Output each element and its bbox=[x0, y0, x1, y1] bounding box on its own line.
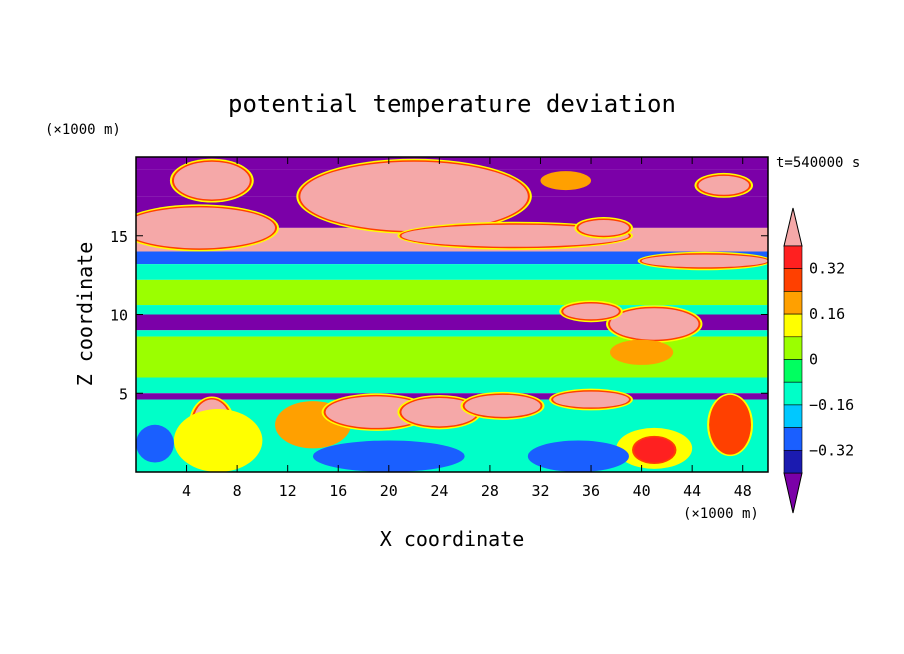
contour-feature bbox=[136, 424, 174, 463]
contour-feature bbox=[401, 224, 629, 247]
contour-feature bbox=[698, 175, 750, 195]
contour-band bbox=[136, 305, 768, 315]
colorbar-tick-label: 0.16 bbox=[809, 305, 845, 323]
colorbar-swatch bbox=[783, 381, 803, 406]
contour-feature bbox=[464, 394, 541, 417]
contour-feature bbox=[610, 339, 674, 365]
x-tick-label: 40 bbox=[633, 482, 651, 500]
contour-band bbox=[136, 336, 768, 378]
y-axis-label: Z coordinate bbox=[73, 242, 97, 387]
x-tick-label: 4 bbox=[182, 482, 191, 500]
colorbar-tick-label: 0 bbox=[809, 351, 818, 369]
colorbar-extend-high bbox=[783, 207, 803, 247]
y-tick-label: 10 bbox=[110, 307, 128, 325]
contour-feature bbox=[325, 396, 427, 428]
contour-band bbox=[136, 279, 768, 306]
colorbar-swatch bbox=[783, 449, 803, 474]
colorbar-extend-low bbox=[783, 472, 803, 514]
y-axis: 5 10 15 bbox=[110, 228, 768, 403]
y-unit-label: (×1000 m) bbox=[45, 122, 121, 138]
contour-band bbox=[136, 251, 768, 265]
contour-feature bbox=[578, 220, 629, 236]
contour-band bbox=[136, 264, 768, 280]
colorbar-swatch bbox=[783, 268, 803, 292]
contour-feature bbox=[563, 303, 619, 320]
y-tick-label: 5 bbox=[119, 385, 128, 403]
contour-feature bbox=[136, 207, 276, 249]
x-tick-label: 48 bbox=[734, 482, 752, 500]
colorbar: 0.32 0.16 0 −0.16 −0.32 bbox=[783, 207, 854, 514]
colorbar-swatch bbox=[783, 291, 803, 315]
colorbar-swatch bbox=[783, 427, 803, 451]
time-label: t=540000 s bbox=[776, 155, 860, 171]
contour-feature bbox=[173, 161, 250, 200]
x-axis: 4 8 12 16 20 24 28 32 36 40 44 48 bbox=[182, 157, 752, 500]
contour-feature bbox=[312, 440, 465, 472]
colorbar-swatch bbox=[783, 336, 803, 360]
x-tick-label: 24 bbox=[430, 482, 448, 500]
x-tick-label: 20 bbox=[380, 482, 398, 500]
colorbar-tick-label: 0.32 bbox=[809, 260, 845, 278]
contour-feature bbox=[553, 391, 629, 408]
x-tick-label: 12 bbox=[279, 482, 297, 500]
contour-field bbox=[136, 157, 768, 472]
x-tick-label: 36 bbox=[582, 482, 600, 500]
x-tick-label: 8 bbox=[233, 482, 242, 500]
contour-feature bbox=[711, 396, 750, 454]
contour-feature bbox=[300, 161, 528, 232]
colorbar-swatch bbox=[783, 359, 803, 383]
contour-band bbox=[136, 330, 768, 337]
colorbar-tick-label: −0.16 bbox=[809, 396, 854, 414]
contour-feature bbox=[540, 171, 592, 191]
colorbar-swatch bbox=[783, 245, 803, 270]
contour-feature bbox=[634, 437, 675, 463]
contour-feature bbox=[527, 440, 629, 472]
contour-feature bbox=[173, 409, 263, 472]
contour-feature bbox=[401, 397, 478, 427]
y-tick-label: 15 bbox=[110, 228, 128, 246]
contour-feature bbox=[610, 308, 699, 340]
x-tick-label: 32 bbox=[531, 482, 549, 500]
x-tick-label: 28 bbox=[481, 482, 499, 500]
x-tick-label: 16 bbox=[329, 482, 347, 500]
colorbar-swatch bbox=[783, 404, 803, 428]
x-axis-label: X coordinate bbox=[380, 527, 525, 551]
colorbar-swatch bbox=[783, 313, 803, 338]
contour-band bbox=[136, 377, 768, 394]
contour-feature bbox=[641, 254, 768, 268]
x-tick-label: 44 bbox=[683, 482, 701, 500]
chart-title: potential temperature deviation bbox=[228, 90, 676, 118]
colorbar-tick-label: −0.32 bbox=[809, 441, 854, 459]
x-unit-label: (×1000 m) bbox=[683, 506, 759, 522]
